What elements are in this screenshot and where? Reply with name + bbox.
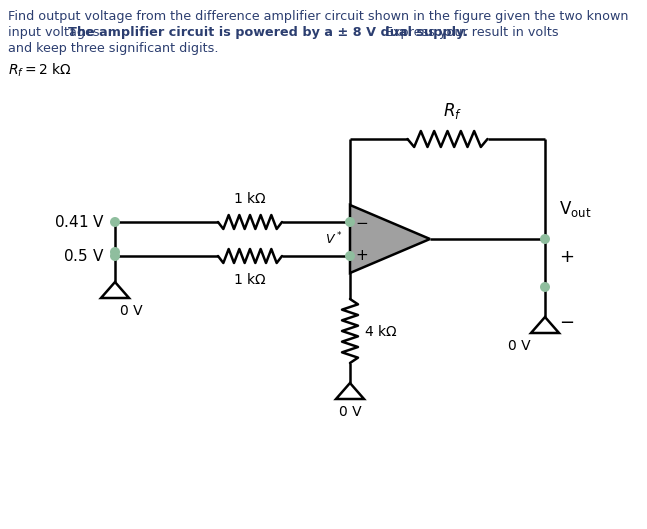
Text: $-$: $-$ bbox=[560, 312, 575, 330]
Text: $1\ \mathrm{k\Omega}$: $1\ \mathrm{k\Omega}$ bbox=[234, 272, 267, 287]
Circle shape bbox=[540, 234, 550, 244]
Text: Find output voltage from the difference amplifier circuit shown in the figure gi: Find output voltage from the difference … bbox=[8, 10, 628, 23]
Text: $-$: $-$ bbox=[355, 214, 369, 230]
Circle shape bbox=[345, 251, 355, 261]
Text: $R_f = 2\ \mathrm{k\Omega}$: $R_f = 2\ \mathrm{k\Omega}$ bbox=[8, 62, 72, 79]
Text: 0 V: 0 V bbox=[338, 405, 361, 419]
Text: 0 V: 0 V bbox=[120, 304, 142, 318]
Text: $0.5\ \mathrm{V}$: $0.5\ \mathrm{V}$ bbox=[63, 248, 105, 264]
Text: Express your result in volts: Express your result in volts bbox=[381, 26, 558, 39]
Polygon shape bbox=[350, 205, 430, 273]
Text: $V^*$: $V^*$ bbox=[325, 231, 342, 247]
Text: The amplifier circuit is powered by a ± 8 V dual supply.: The amplifier circuit is powered by a ± … bbox=[68, 26, 468, 39]
Circle shape bbox=[540, 282, 550, 292]
Text: input voltages.: input voltages. bbox=[8, 26, 108, 39]
Text: $1\ \mathrm{k\Omega}$: $1\ \mathrm{k\Omega}$ bbox=[234, 191, 267, 206]
Circle shape bbox=[110, 247, 120, 257]
Text: $\mathrm{V}_{\mathrm{out}}$: $\mathrm{V}_{\mathrm{out}}$ bbox=[559, 199, 591, 219]
Text: +: + bbox=[560, 248, 575, 266]
Text: $+$: $+$ bbox=[355, 249, 369, 263]
Text: 0 V: 0 V bbox=[509, 339, 531, 353]
Text: $R_f$: $R_f$ bbox=[443, 101, 462, 121]
Text: $4\ \mathrm{k\Omega}$: $4\ \mathrm{k\Omega}$ bbox=[364, 324, 397, 339]
Text: $0.41\ \mathrm{V}$: $0.41\ \mathrm{V}$ bbox=[54, 214, 105, 230]
Text: and keep three significant digits.: and keep three significant digits. bbox=[8, 42, 219, 55]
Circle shape bbox=[110, 217, 120, 227]
Circle shape bbox=[345, 217, 355, 227]
Circle shape bbox=[110, 251, 120, 261]
